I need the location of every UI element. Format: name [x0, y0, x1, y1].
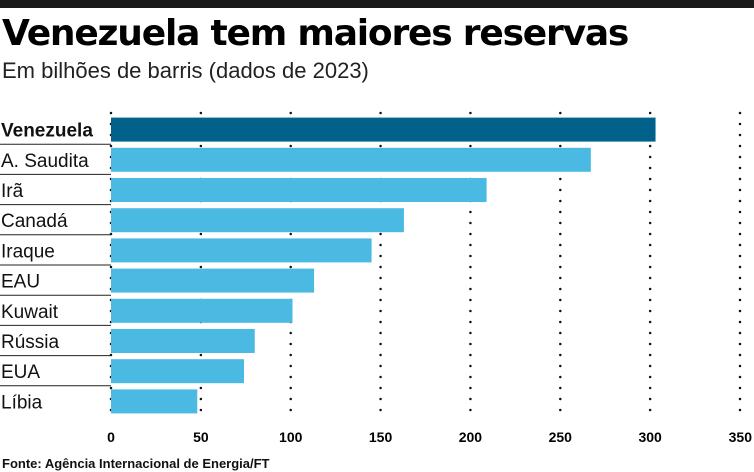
bar-0: [111, 117, 656, 142]
bar-8: [111, 359, 244, 384]
bars: Venezuela A. Saudita Irã Canadá Iraque EAU Kuw…: [0, 117, 656, 414]
source-note: Fonte: Agência Internacional de Energia/…: [2, 456, 270, 471]
x-tick-label: 100: [279, 429, 303, 445]
x-tick-label: 150: [369, 429, 393, 445]
x-tick-label: 50: [193, 429, 209, 445]
bar-6: [111, 298, 293, 323]
category-label: Venezuela: [1, 121, 93, 142]
chart-title: Venezuela tem maiores reservas: [2, 13, 628, 54]
bar-1: [111, 147, 591, 172]
x-tick-label: 200: [459, 429, 483, 445]
category-label: Irã: [1, 181, 24, 202]
category-label: Rússia: [1, 332, 60, 353]
bar-7: [111, 329, 255, 353]
x-tick-label: 0: [107, 429, 115, 445]
bar-4: [111, 238, 372, 263]
bar-9: [111, 389, 198, 414]
category-label: Kuwait: [1, 302, 59, 323]
category-label: Líbia: [1, 392, 43, 413]
x-axis-ticks: 0 50 100 150 200 250 300 350: [107, 429, 752, 445]
x-tick-label: 350: [729, 429, 753, 445]
bar-5: [111, 268, 315, 293]
category-label: Iraque: [1, 241, 55, 262]
x-tick-label: 250: [549, 429, 573, 445]
category-label: Canadá: [1, 211, 68, 232]
category-label: EUA: [1, 362, 40, 383]
category-label: A. Saudita: [1, 151, 89, 172]
bar-3: [111, 208, 404, 233]
x-tick-label: 300: [638, 429, 662, 445]
chart-subtitle: Em bilhões de barris (dados de 2023): [2, 58, 369, 83]
category-label: EAU: [1, 272, 40, 293]
top-rule: [0, 0, 754, 8]
bar-2: [111, 178, 487, 202]
